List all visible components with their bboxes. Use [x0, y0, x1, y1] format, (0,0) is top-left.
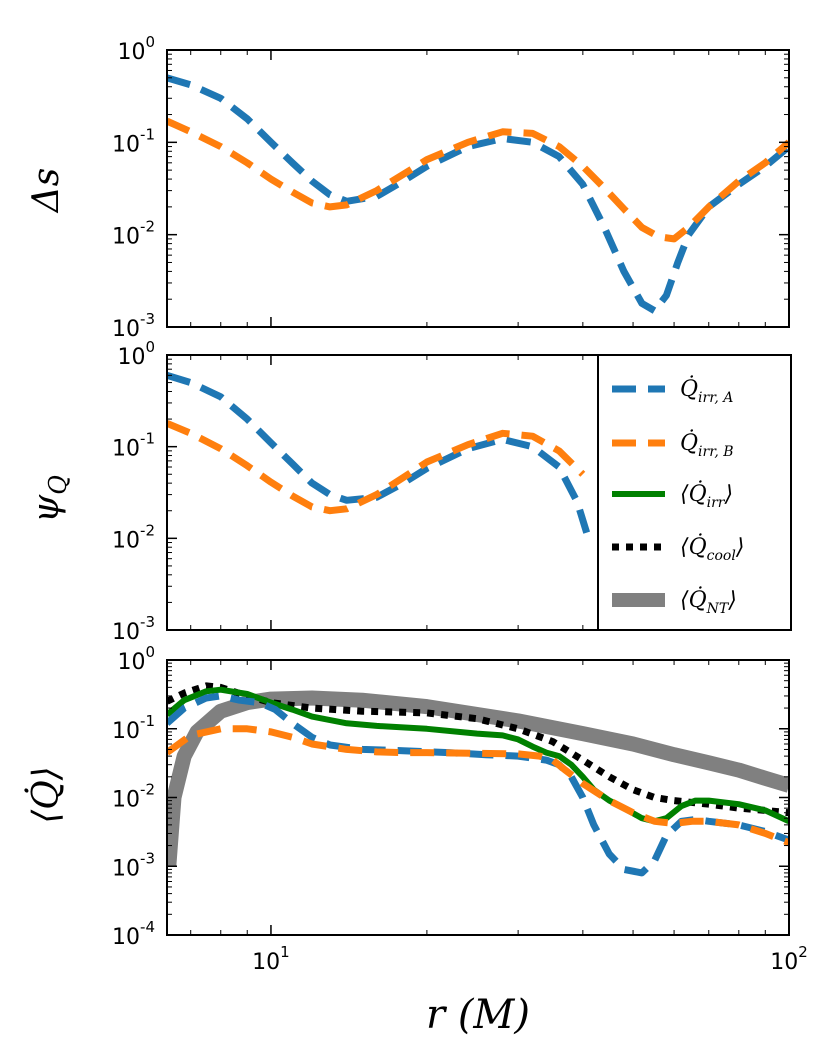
- legend-label: ⟨Q̇cool⟩: [680, 534, 744, 564]
- legend-label: Q̇irr, A: [680, 376, 733, 406]
- series-bot-q-irr-b: [167, 725, 789, 846]
- ytick-label-top: 10-1: [112, 125, 155, 157]
- xlabel: r (M): [426, 992, 530, 1038]
- ylabel-bottom: ⟨Q̇⟩: [25, 766, 67, 824]
- xtick-label: 102: [770, 943, 808, 975]
- legend-label: Q̇irr, B: [680, 430, 734, 460]
- plot-area-bot: [167, 682, 789, 877]
- plot-area-top: [167, 74, 789, 315]
- legend-label: ⟨Q̇NT⟩: [680, 587, 737, 617]
- ytick-label-bot: 10-4: [112, 918, 155, 950]
- series-bot-q-irr: [167, 686, 789, 825]
- series-mid-q-irr-b: [167, 420, 586, 515]
- legend-label: ⟨Q̇irr⟩: [680, 481, 733, 511]
- ylabel-top: Δs: [26, 168, 67, 214]
- series-bot-q-nt: [167, 690, 789, 867]
- axes-frame-top: [166, 49, 790, 328]
- series-top-q-irr-b: [167, 117, 789, 243]
- ylabel-mid-symbol: ψ: [26, 494, 67, 523]
- ytick-label-mid: 100: [117, 338, 155, 370]
- ytick-label-bot: 100: [117, 643, 155, 675]
- ytick-label-top: 10-3: [112, 310, 155, 342]
- ytick-label-bot: 10-3: [112, 849, 155, 881]
- ytick-label-mid: 10-1: [112, 430, 155, 462]
- svg-text:ψQ: ψQ: [26, 475, 72, 523]
- ytick-label-bot: 10-2: [112, 781, 155, 813]
- ylabel-mid: ψQ: [26, 475, 72, 523]
- ytick-label-bot: 10-1: [112, 712, 155, 744]
- series-top-q-irr-a: [167, 74, 789, 315]
- plot-area-mid: [167, 371, 592, 540]
- ytick-label-mid: 10-3: [112, 613, 155, 645]
- ytick-label-mid: 10-2: [112, 521, 155, 553]
- ylabel-mid-subscript: Q: [44, 475, 72, 495]
- ytick-label-top: 10-2: [112, 218, 155, 250]
- xtick-label: 101: [252, 943, 290, 975]
- ytick-label-top: 100: [117, 33, 155, 65]
